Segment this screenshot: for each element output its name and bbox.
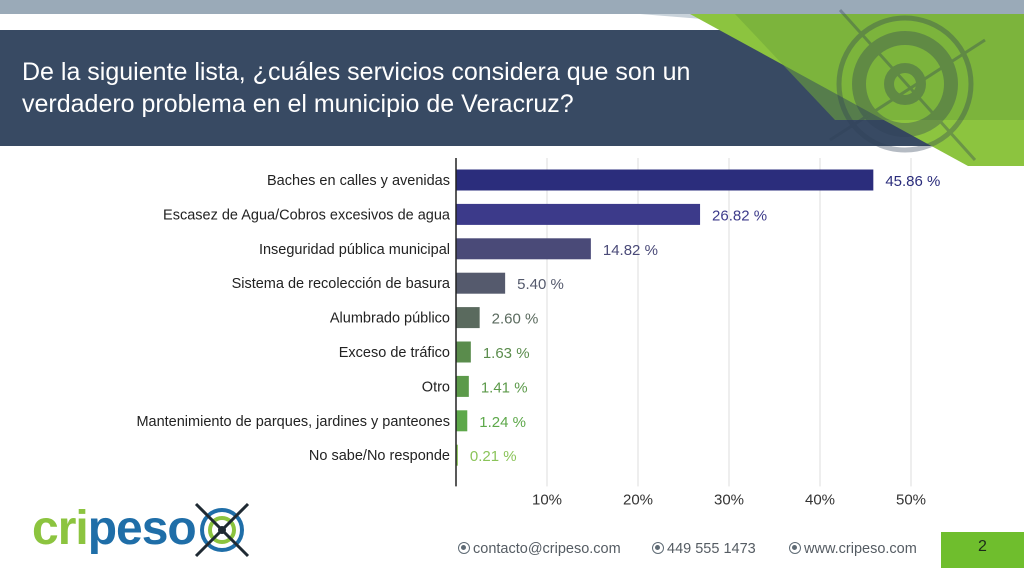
- footer-website[interactable]: www.cripeso.com: [789, 541, 917, 557]
- globe-icon: [652, 542, 664, 554]
- top-strip: [0, 0, 1024, 14]
- bar: [456, 375, 469, 397]
- category-label: Exceso de tráfico: [339, 345, 450, 361]
- watermark-target-icon: [829, 8, 986, 162]
- deco-dark-green-shape: [735, 14, 1024, 120]
- logo-text: cripeso: [32, 502, 196, 555]
- data-label: 1.41 %: [481, 379, 528, 396]
- category-label: Mantenimiento de parques, jardines y pan…: [136, 414, 450, 430]
- globe-icon: [789, 542, 801, 554]
- bar: [456, 307, 480, 329]
- x-tick-label: 20%: [623, 491, 653, 508]
- x-tick-label: 50%: [896, 491, 926, 508]
- data-label: 14.82 %: [603, 242, 658, 259]
- footer-phone[interactable]: 449 555 1473: [652, 541, 756, 557]
- x-tick-label: 30%: [714, 491, 744, 508]
- data-label: 1.24 %: [479, 414, 526, 431]
- globe-icon: [458, 542, 470, 554]
- category-label: Escasez de Agua/Cobros excesivos de agua: [163, 207, 451, 223]
- category-label: Sistema de recolección de basura: [232, 276, 451, 292]
- bar: [456, 203, 701, 225]
- cripeso-logo: cripeso: [32, 502, 250, 558]
- bar: [456, 341, 471, 363]
- slide-title: De la siguiente lista, ¿cuáles servicios…: [22, 58, 691, 118]
- bar: [456, 410, 468, 432]
- data-label: 5.40 %: [517, 276, 564, 293]
- data-label: 26.82 %: [712, 207, 767, 224]
- bar: [456, 444, 458, 466]
- bar: [456, 169, 874, 191]
- data-label: 0.21 %: [470, 448, 517, 465]
- category-label: Baches en calles y avenidas: [267, 173, 450, 189]
- logo-target-icon: [194, 502, 250, 558]
- bar: [456, 238, 591, 260]
- data-label: 1.63 %: [483, 345, 530, 362]
- data-label: 2.60 %: [492, 311, 539, 328]
- category-label: Otro: [422, 379, 450, 395]
- data-label: 45.86 %: [885, 173, 940, 190]
- corner-decoration: [640, 8, 1024, 166]
- bar-chart: 10% 20% 30% 40% 50% Baches en calles y avenid…: [136, 158, 940, 508]
- x-tick-label: 40%: [805, 491, 835, 508]
- footer-email[interactable]: contacto@cripeso.com: [458, 541, 621, 557]
- category-label: Inseguridad pública municipal: [259, 242, 450, 258]
- page-number-box: [941, 532, 1024, 568]
- category-label: No sabe/No responde: [309, 448, 450, 464]
- bar: [456, 272, 506, 294]
- page-number: 2: [978, 538, 987, 555]
- x-tick-label: 10%: [532, 491, 562, 508]
- category-label: Alumbrado público: [330, 311, 450, 327]
